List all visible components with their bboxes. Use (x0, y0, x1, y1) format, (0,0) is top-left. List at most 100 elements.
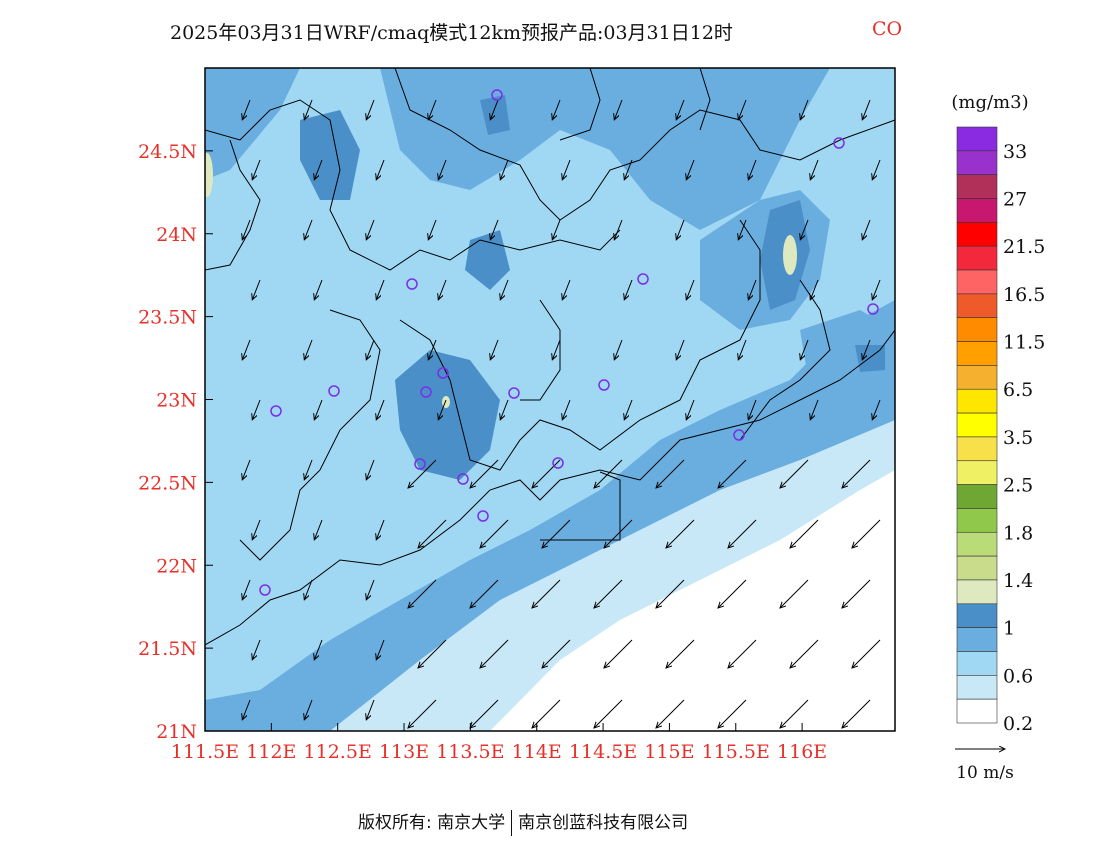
wind-arrow (470, 459, 499, 488)
wind-arrow (438, 159, 447, 180)
wind-arrow (314, 399, 323, 420)
wind-arrow (624, 159, 633, 180)
colorbar-segment (956, 412, 998, 438)
colorbar-segment (956, 150, 998, 175)
colorbar-labels: 33 27 21.5 16.5 11.5 6.5 3.5 2.5 1.8 1.4 1 0.6 0.2 (1003, 141, 1045, 735)
wind-arrow (872, 279, 881, 300)
wind-arrow (252, 519, 261, 540)
x-tick-label: 113.5E (436, 741, 504, 763)
legend-unit: (mg/m3) (951, 92, 1028, 113)
wind-arrow (748, 279, 757, 300)
wind-arrow (532, 459, 561, 488)
wind-arrow (728, 519, 757, 548)
colorbar-segment (956, 317, 998, 342)
y-tick-label: 22N (156, 555, 197, 577)
wind-arrow (872, 159, 881, 180)
boundary-line-5 (239, 309, 381, 561)
station-marker (414, 458, 426, 470)
y-tick-label: 23.5N (138, 307, 197, 329)
colorbar-segment (956, 460, 998, 485)
wind-arrow (490, 339, 499, 360)
wind-arrow (314, 159, 323, 180)
boundary-line-7 (739, 279, 831, 441)
wind-arrow (780, 579, 809, 608)
wind-arrow (542, 639, 571, 668)
colorbar-segment (956, 222, 998, 247)
wind-vectors (242, 99, 881, 728)
wind-arrow (594, 699, 623, 728)
x-tick-label: 116E (777, 741, 827, 763)
colorbar-segment (956, 341, 998, 366)
wind-arrow (366, 699, 375, 720)
wind-arrow (780, 699, 809, 728)
wind-arrow (304, 699, 313, 720)
hk-box (540, 471, 621, 541)
station-marker (477, 510, 489, 522)
field-mid-patch-2 (800, 310, 895, 410)
wind-arrow (852, 519, 881, 548)
wind-arrow (656, 699, 685, 728)
wind-reference-label: 10 m/s (956, 763, 1014, 783)
wind-arrow (252, 279, 261, 300)
colorbar-segment (956, 651, 998, 676)
wind-arrow (852, 639, 881, 668)
wind-arrow (872, 399, 881, 420)
colorbar-label: 2.5 (1003, 475, 1033, 497)
station-marker (420, 386, 432, 398)
wind-arrow (480, 519, 509, 548)
concentration-field (205, 68, 895, 731)
wind-arrow (810, 399, 819, 420)
colorbar-segment (956, 603, 998, 628)
colorbar-label: 1.8 (1003, 522, 1033, 544)
colorbar-label: 0.2 (1003, 713, 1033, 735)
wind-arrow (562, 279, 571, 300)
x-tick-label: 112.5E (304, 741, 372, 763)
wind-arrow (738, 339, 747, 360)
colorbar-segment (956, 126, 998, 152)
wind-arrow (304, 219, 313, 240)
wind-arrow (418, 639, 447, 668)
colorbar-label: 1.4 (1003, 570, 1033, 592)
y-tick-label: 24N (156, 224, 197, 246)
colorbar-segment (956, 436, 998, 462)
y-tick-label: 21.5N (138, 638, 197, 660)
colorbar-segment (956, 484, 998, 509)
wind-arrow (304, 99, 313, 120)
colorbar-label: 6.5 (1003, 379, 1033, 401)
wind-arrow (624, 399, 633, 420)
colorbar-segment (956, 388, 998, 414)
station-marker (508, 387, 520, 399)
x-tick-label: 114.5E (569, 741, 637, 763)
colorbar-segment (956, 293, 998, 319)
colorbar-segment (956, 269, 998, 295)
wind-arrow (552, 339, 561, 360)
x-tick-label: 111.5E (171, 741, 239, 763)
footer-separator (511, 810, 513, 836)
footer: 版权所有: 南京大学 南京创蓝科技有限公司 (358, 808, 688, 836)
boundary-line-1 (205, 99, 621, 271)
station-marker (867, 303, 879, 315)
wind-arrow (800, 339, 809, 360)
station-marker (491, 89, 503, 101)
wind-arrow (552, 99, 561, 120)
footer-left: 版权所有: 南京大学 (358, 813, 506, 833)
wind-arrow (408, 579, 437, 608)
x-axis-ticks: 111.5E 112E 112.5E 113E 113.5E 114E 114.5E 115E… (171, 723, 827, 763)
wind-arrow (614, 219, 623, 240)
wind-arrow (676, 339, 685, 360)
wind-arrow (490, 219, 499, 240)
station-markers (259, 89, 879, 596)
wind-arrow (242, 459, 251, 480)
field-light-band-4 (550, 360, 650, 450)
wind-arrow (800, 219, 809, 240)
x-tick-label: 115E (644, 741, 694, 763)
colorbar-segment (956, 555, 998, 581)
wind-arrow (242, 219, 251, 240)
colorbar-segment (956, 198, 998, 223)
wind-arrow (624, 279, 633, 300)
wind-arrow (666, 639, 695, 668)
wind-arrow (428, 219, 437, 240)
wind-arrow (314, 279, 323, 300)
y-tick-label: 21N (156, 721, 197, 743)
wind-arrow (862, 219, 871, 240)
